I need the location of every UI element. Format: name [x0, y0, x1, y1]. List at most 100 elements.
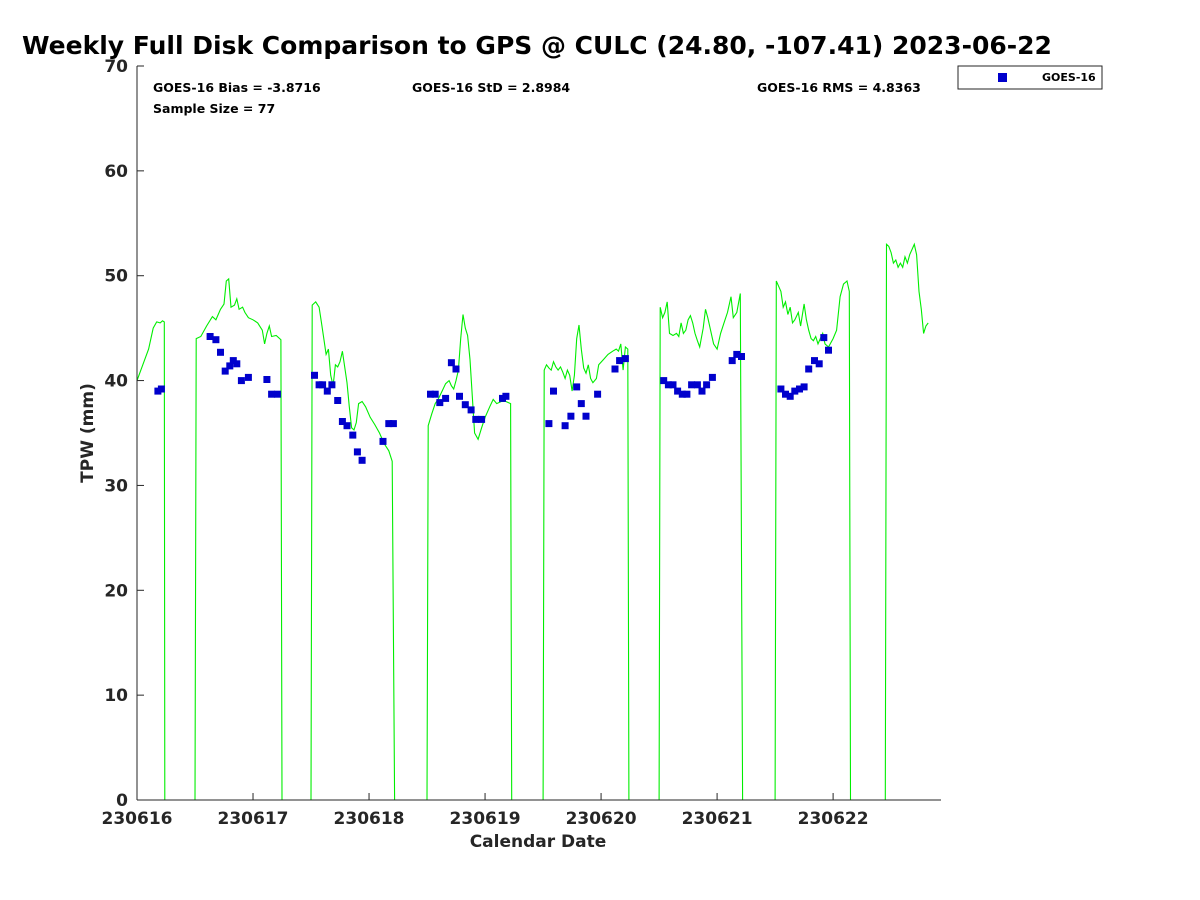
goes16-point [502, 392, 510, 400]
goes16-point [221, 367, 229, 375]
x-axis-label: Calendar Date [470, 832, 607, 852]
goes16-point [263, 376, 271, 383]
goes16-series [154, 333, 832, 464]
goes16-point [442, 394, 450, 402]
x-axis-ticks: 230616 230617 230618 230619 230620 230621 2306… [102, 793, 869, 829]
goes16-point [786, 392, 794, 400]
goes16-point [728, 357, 736, 365]
chart-title: Weekly Full Disk Comparison to GPS @ CUL… [22, 31, 1052, 60]
goes16-point [461, 401, 469, 409]
goes16-point [693, 381, 701, 389]
y-tick-label: 30 [104, 476, 128, 496]
goes16-point [550, 387, 557, 395]
goes16-point [688, 381, 696, 389]
goes16-point [379, 437, 387, 445]
goes16-point [319, 381, 327, 389]
y-tick-label: 20 [104, 581, 128, 601]
goes16-point [825, 346, 832, 354]
goes16-point [385, 420, 393, 428]
goes16-point [334, 397, 342, 404]
goes16-point [660, 377, 668, 385]
goes16-point [777, 385, 785, 393]
goes16-point [268, 390, 276, 398]
goes16-point [217, 348, 224, 356]
goes16-point [616, 357, 624, 365]
legend: GOES-16 [957, 65, 1103, 90]
y-tick-label: 50 [104, 267, 128, 287]
goes16-point [226, 362, 234, 370]
goes16-point [561, 422, 569, 430]
plot-area [137, 66, 941, 800]
goes16-point [467, 406, 475, 414]
goes16-point [800, 383, 808, 391]
gps-line-segment-7 [774, 279, 852, 801]
goes16-point [811, 357, 818, 365]
goes16-point [328, 381, 336, 389]
goes16-point [233, 360, 241, 368]
goes16-point [738, 353, 745, 360]
goes16-point [594, 390, 602, 398]
x-tick-label: 230619 [450, 809, 521, 829]
goes16-point [389, 420, 397, 428]
x-tick-label: 230621 [682, 809, 753, 829]
goes16-point [611, 365, 619, 373]
goes16-point [478, 415, 486, 423]
goes16-point [796, 385, 803, 393]
goes16-point [669, 381, 677, 389]
goes16-point [805, 365, 813, 373]
bias-stat: GOES-16 Bias = -3.8716 [153, 80, 321, 95]
goes16-point [323, 387, 331, 395]
goes16-point [782, 390, 789, 398]
goes16-point [582, 412, 590, 420]
goes16-point [573, 383, 581, 391]
goes16-point [683, 390, 691, 398]
goes16-point [447, 359, 455, 367]
goes16-point [703, 381, 711, 389]
goes16-point [431, 390, 439, 398]
legend-marker-goes16 [998, 73, 1007, 82]
goes16-point [678, 390, 686, 398]
gps-line-segment-8 [884, 242, 929, 801]
goes16-point [353, 448, 361, 456]
legend-label-goes16: GOES-16 [1042, 71, 1096, 84]
rms-stat: GOES-16 RMS = 4.8363 [757, 80, 921, 95]
goes16-point [157, 385, 165, 393]
goes16-point [436, 399, 444, 407]
goes16-point [545, 420, 553, 428]
goes16-point [212, 336, 220, 344]
y-tick-label: 60 [104, 162, 128, 182]
gps-line-segment-5 [542, 324, 630, 801]
x-tick-label: 230617 [218, 809, 289, 829]
goes16-point [820, 334, 828, 342]
goes16-point [311, 371, 318, 379]
goes16-point [674, 387, 682, 395]
std-stat: GOES-16 StD = 2.8984 [412, 80, 570, 95]
y-axis-label: TPW (mm) [78, 383, 98, 483]
legend-box [957, 65, 1103, 90]
goes16-point [733, 350, 741, 358]
y-tick-label: 70 [104, 57, 128, 77]
goes16-point [349, 431, 357, 439]
x-tick-label: 230620 [566, 809, 637, 829]
y-axis-ticks: 0 10 20 30 40 50 60 70 [104, 57, 144, 811]
gps-line-segment-1 [136, 320, 166, 801]
goes16-point [815, 360, 823, 368]
gps-line-segment-3 [310, 301, 396, 801]
gps-line-segment-6 [658, 293, 744, 801]
goes16-point [452, 365, 460, 373]
goes16-point [567, 412, 575, 420]
y-tick-label: 40 [104, 372, 128, 392]
y-tick-label: 10 [104, 686, 128, 706]
goes16-point [698, 387, 706, 395]
goes16-point [791, 387, 799, 395]
x-tick-label: 230618 [334, 809, 405, 829]
goes16-point [621, 355, 629, 363]
goes16-point [338, 418, 346, 425]
gps-line-segment-2 [194, 277, 283, 801]
gps-series [136, 242, 929, 801]
goes16-point [358, 456, 366, 464]
goes16-point [273, 390, 281, 398]
goes16-point [237, 377, 245, 385]
x-tick-label: 230622 [798, 809, 869, 829]
